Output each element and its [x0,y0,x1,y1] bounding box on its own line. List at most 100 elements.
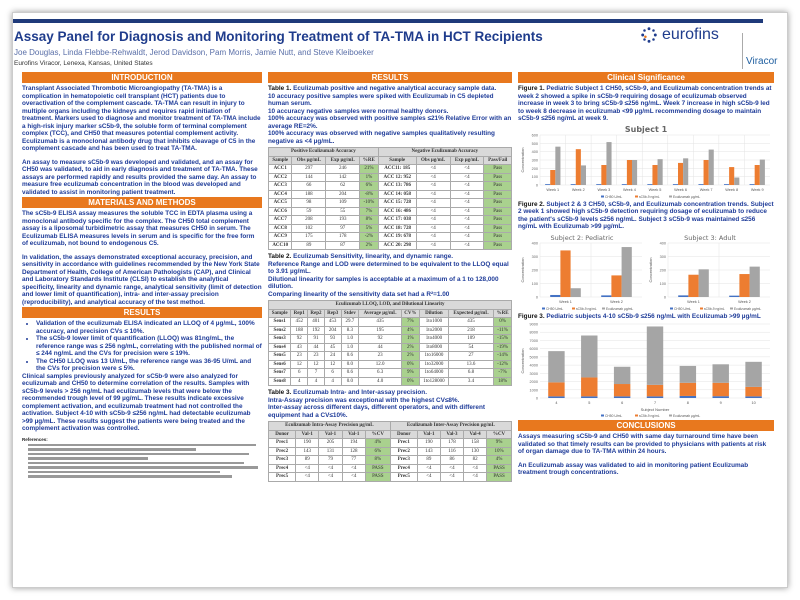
table-cell: 4% [486,455,512,465]
y-tick-label: 0 [536,295,538,299]
bar [724,183,730,185]
bar [606,141,612,185]
table-row: Prec5 <4 <4 <4 PASS Prec5 <4 <4 <4 PASS [267,472,512,482]
table-cell: <4 [295,463,320,473]
table-cell: <4 [415,198,451,208]
bar-segment [712,364,729,383]
left-column: INTRODUCTION Transplant Associated Throm… [22,72,262,480]
table-cell: <4 [416,463,441,473]
legend-swatch [700,307,703,309]
table-cell: 128 [341,446,366,456]
column-header: Stdev [340,308,360,318]
caption-note: Dilutional linearity for samples is acce… [268,275,499,291]
table-cell: 97 [325,223,361,233]
table-cell: ACC 18: 728 [377,223,417,233]
table-cell: 59 [291,206,327,216]
figure2-label: Figure 2. [518,200,545,208]
bar-segment [679,382,697,396]
table-cell: 12 [323,359,342,369]
table-cell: <4 [463,472,488,482]
table-cell: 6.8 [447,368,495,378]
table-cell: 21% [359,164,379,174]
intro-heading: INTRODUCTION [22,72,262,83]
y-tick-label: 7000 [530,339,538,343]
column-header: Val-3 [439,429,465,439]
y-tick-label: 300 [532,255,538,259]
table-cell: 18% [493,376,512,386]
table-cell: <4 [439,463,465,473]
intro-paragraph-2: An assay to measure sC5b-9 was developed… [22,158,258,196]
bar [749,183,755,185]
table-cell: 102 [291,223,327,233]
bar [698,268,709,297]
bar [621,246,632,297]
column-header: Exp µg/mL [449,155,485,165]
caption-note: Comparing linearity of the sensitivity d… [268,290,450,298]
table-cell: Prec1 [267,438,297,448]
figure2-charts: Subject 2: Pediatric Concentration 0 100 200… [518,231,774,313]
bar-segment [548,396,565,398]
x-tick-label: Week 3 [597,188,610,192]
column-header: Dilution [418,308,449,318]
column-header: Donor [389,429,418,439]
caption-note: 100% accuracy was observed with positive… [268,115,512,130]
x-tick-label: Week 8 [725,188,738,192]
y-tick-label: 400 [532,241,538,245]
table-cell: Prec2 [267,446,297,456]
bar-segment [745,361,762,387]
bar [626,159,632,185]
table-cell: 0% [400,376,420,386]
table-row: Sens4 43 44 45 1.0 44 2% 1to8000 54 -19% [267,342,512,352]
bar-segment [745,386,762,397]
bar [601,164,607,185]
table-cell: <4 [415,164,451,174]
figure3-label: Figure 3. [518,312,545,320]
table-cell: <4 [449,172,485,182]
eurofins-logo-icon [641,27,657,43]
table-cell: 194 [341,438,366,448]
table-cell: 10% [486,446,512,456]
figure1-label: Figure 1. [518,85,545,92]
column-header: Donor [267,429,297,439]
table-cell: -15% [493,334,512,344]
table-cell: 1% [359,172,379,182]
logo-text: eurofins [662,26,719,43]
chart-title: Subject 2: Pediatric [551,234,614,242]
table-cell: 1% [400,334,420,344]
table-cell: ACC3 [267,181,293,191]
table-cell: 4% [364,438,391,448]
y-tick-label: 200 [532,166,538,170]
table-cell: <4 [449,198,485,208]
y-tick-label: 600 [532,133,538,137]
chart-title: Subject 1 [625,125,668,134]
table-cell: Pass [483,164,512,174]
table-cell: 0.0 [340,376,360,386]
y-tick-label: 100 [532,175,538,179]
table3-caption: Table 3. Eculizumab Intra- and Inter-ass… [268,389,512,397]
sensitivity-table: Eculizumab LLOQ, LOD, and Dilutional Lin… [267,300,512,386]
table-cell: 7% [359,206,379,216]
bar-segment [581,396,598,398]
column-header: Val-1 [295,429,320,439]
x-tick-label: Week 4 [623,188,636,192]
bar [550,294,561,297]
legend-swatch [542,307,545,309]
header-row: Donor Val-1 Val-1 Val-1 %CV Donor Val-1 Val-3 Va… [267,429,512,439]
subject2-chart: Subject 2: Pediatric Concentration 0 100 200… [520,234,642,311]
table-cell: 0.6 [340,368,360,378]
table-cell: ACC10 [267,240,293,250]
table-cell: 4% [400,325,420,335]
caption-note: Inter-assay across different days, diffe… [268,404,485,419]
table3-notes: Intra-Assay precision was exceptional wi… [268,397,512,420]
legend-swatch [669,414,672,417]
caption-note: Reference Range and LOD were determined … [268,260,509,276]
table1-label: Table 1. [268,85,292,92]
bar-segment [581,377,598,397]
conclusions-paragraph-1: Assays measuring sC5b-9 and CH50 with sa… [518,433,767,455]
bar [570,183,576,185]
table-cell: ACC 20: 298 [377,240,417,250]
reference-line [28,443,256,446]
table1-caption-text: Eculizumab positive and negative analyti… [291,85,497,92]
y-tick-label: 0 [536,397,538,401]
y-axis-label: Concentration [520,257,525,282]
